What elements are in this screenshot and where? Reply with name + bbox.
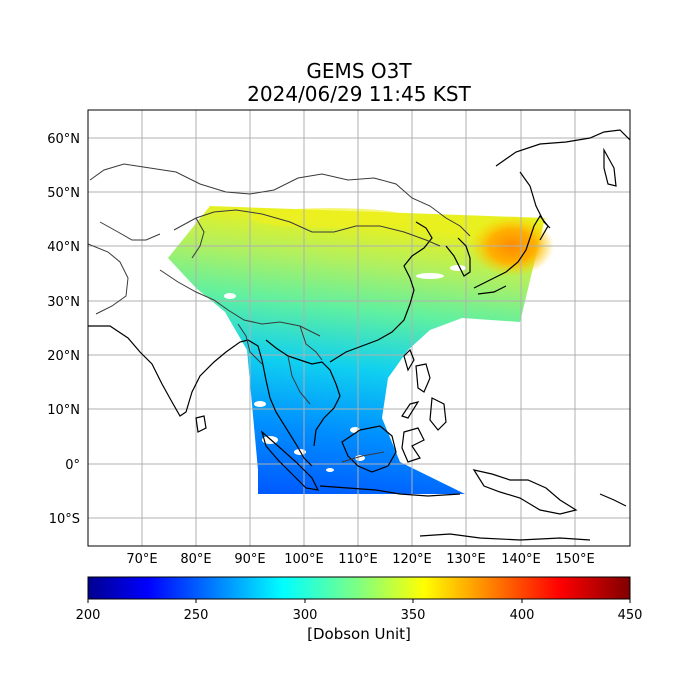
lat-tick-label: 60°N xyxy=(47,132,80,147)
lon-tick-label: 120°E xyxy=(392,552,432,567)
colorbar-tick-label: 450 xyxy=(618,608,643,623)
lat-tick-label: 10°S xyxy=(49,512,80,527)
ozone-high-region-north xyxy=(250,208,410,228)
lat-tick-label: 30°N xyxy=(47,295,80,310)
lon-tick-label: 70°E xyxy=(126,552,157,567)
lon-tick-label: 100°E xyxy=(284,552,324,567)
ozone-data-swath xyxy=(168,206,545,494)
colorbar-tick-label: 400 xyxy=(510,608,535,623)
latitude-tick-labels: 60°N 50°N 40°N 30°N 20°N 10°N 0° 10°S xyxy=(47,132,80,527)
lat-tick-label: 40°N xyxy=(47,240,80,255)
coastlines xyxy=(88,129,630,541)
map-frame xyxy=(87,109,631,547)
lon-tick-label: 80°E xyxy=(180,552,211,567)
lon-tick-label: 140°E xyxy=(501,552,541,567)
lat-tick-label: 20°N xyxy=(47,349,80,364)
colorbar-tick-label: 350 xyxy=(401,608,426,623)
lat-tick-label: 50°N xyxy=(47,186,80,201)
colorbar: 200 250 300 350 400 450 [Dobson Unit] xyxy=(76,576,643,643)
colorbar-tick-label: 300 xyxy=(293,608,318,623)
colorbar-tick-label: 200 xyxy=(76,608,101,623)
colorbar-tick-label: 250 xyxy=(184,608,209,623)
colorbar-unit-label: [Dobson Unit] xyxy=(307,625,411,643)
lon-tick-label: 90°E xyxy=(234,552,265,567)
country-borders xyxy=(88,163,471,463)
lon-tick-label: 110°E xyxy=(338,552,378,567)
map-gridlines xyxy=(88,110,630,546)
lat-tick-label: 10°N xyxy=(47,403,80,418)
lon-tick-label: 150°E xyxy=(555,552,595,567)
colorbar-gradient xyxy=(87,576,631,600)
colorbar-tick-marks xyxy=(87,599,631,603)
map-title: GEMS O3T xyxy=(306,59,412,83)
longitude-tick-labels: 70°E 80°E 90°E 100°E 110°E 120°E 130°E 1… xyxy=(126,552,594,567)
lat-tick-label: 0° xyxy=(65,458,80,473)
map-subtitle-timestamp: 2024/06/29 11:45 KST xyxy=(247,82,471,106)
map-plot-area xyxy=(88,110,630,546)
lon-tick-label: 130°E xyxy=(446,552,486,567)
